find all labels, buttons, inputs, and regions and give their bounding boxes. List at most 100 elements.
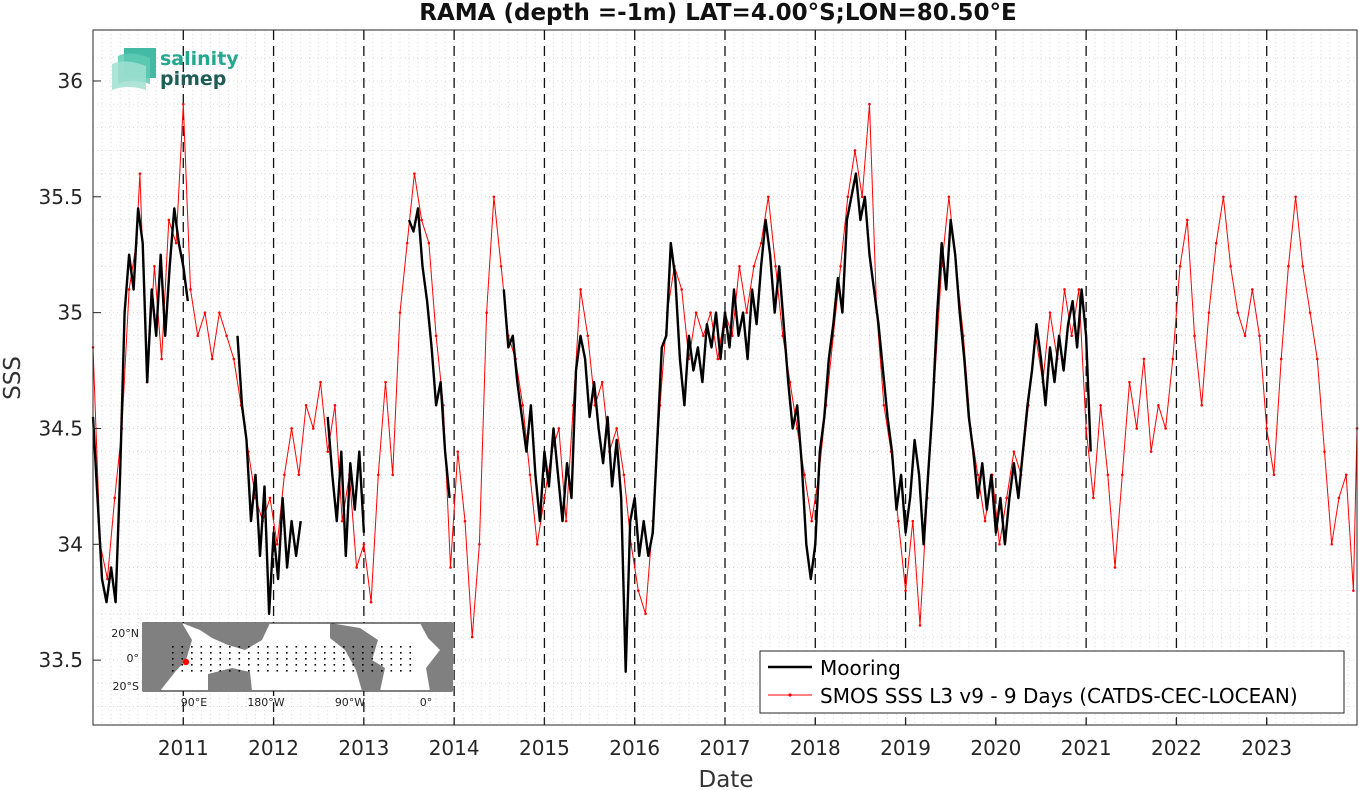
inset-buoy-dot xyxy=(248,652,250,654)
inset-buoy-dot xyxy=(295,658,298,660)
inset-buoy-dot xyxy=(248,664,250,666)
series-smos-point xyxy=(774,265,777,268)
series-smos-point xyxy=(709,311,712,314)
inset-buoy-dot xyxy=(267,658,269,660)
inset-buoy-dot xyxy=(324,664,326,666)
inset-buoy-dot xyxy=(210,652,212,654)
series-smos-point xyxy=(882,404,886,407)
series-smos-point xyxy=(839,265,842,268)
inset-land-europe-africa-east xyxy=(420,623,452,691)
inset-buoy-dot xyxy=(286,658,288,660)
inset-buoy-dot xyxy=(257,670,260,672)
inset-buoy-dot xyxy=(343,664,345,666)
inset-buoy-dot xyxy=(305,658,307,660)
series-smos-point xyxy=(557,427,561,430)
series-smos-point xyxy=(1308,311,1312,314)
series-smos-point xyxy=(492,195,496,199)
series-smos-point xyxy=(1236,311,1240,314)
inset-buoy-dot xyxy=(324,670,326,672)
y-ticks: 33.5 34 34.5 35 35.5 36 xyxy=(38,69,101,672)
inset-buoy-dot xyxy=(200,646,203,648)
series-smos-point xyxy=(803,473,806,477)
series-smos-point xyxy=(362,543,366,546)
series-smos-point xyxy=(1106,473,1110,477)
series-smos-point xyxy=(456,450,460,453)
inset-buoy-dot xyxy=(248,670,250,672)
series-smos-point xyxy=(1207,311,1211,314)
series-smos-point xyxy=(218,311,221,314)
series-smos-point xyxy=(485,311,488,314)
series-smos-point xyxy=(319,380,322,384)
series-smos-point xyxy=(1157,404,1160,407)
series-smos-point xyxy=(181,102,185,106)
series-smos-point xyxy=(340,519,344,523)
series-smos-point xyxy=(1012,450,1016,453)
series-smos-point xyxy=(564,519,568,523)
inset-buoy-dot xyxy=(371,670,374,672)
inset-buoy-dot xyxy=(181,664,184,666)
inset-buoy-dot xyxy=(200,670,203,672)
inset-buoy-dot xyxy=(343,658,345,660)
series-smos-point xyxy=(1099,404,1102,407)
x-axis-label: Date xyxy=(699,767,754,790)
series-smos-point xyxy=(904,589,907,592)
series-mooring-line xyxy=(91,207,189,604)
series-smos-point xyxy=(449,566,452,569)
logo-waves-icon xyxy=(112,48,156,90)
x-tick-label: 2017 xyxy=(700,736,751,760)
series-smos-point xyxy=(434,334,438,338)
series-smos-point xyxy=(1243,334,1247,338)
y-tick-label: 34 xyxy=(58,532,83,556)
inset-buoy-dot xyxy=(352,652,355,654)
inset-buoy-dot xyxy=(409,646,412,648)
series-smos-point xyxy=(810,519,813,523)
inset-land-asia xyxy=(182,623,270,650)
inset-buoy-dot xyxy=(248,658,250,660)
series-smos-point xyxy=(1315,357,1319,361)
inset-buoy-dot xyxy=(333,646,336,648)
inset-buoy-dot xyxy=(286,652,288,654)
inset-lat-0: 0° xyxy=(127,652,140,665)
inset-buoy-dot xyxy=(295,664,298,666)
series-smos-point xyxy=(1070,334,1073,338)
y-tick-label: 35 xyxy=(58,301,83,325)
series-smos-point xyxy=(976,473,980,477)
inset-buoy-dot xyxy=(181,652,184,654)
series-smos-point xyxy=(868,102,871,106)
inset-buoy-dot xyxy=(295,652,298,654)
series-smos-point xyxy=(543,496,546,500)
series-mooring-line xyxy=(236,335,302,615)
series-smos-point xyxy=(716,357,720,361)
inset-buoy-dot xyxy=(371,652,374,654)
inset-buoy-dot xyxy=(362,664,364,666)
inset-buoy-dot xyxy=(238,670,241,672)
series-smos-point xyxy=(1077,288,1081,291)
inset-buoy-dot xyxy=(381,670,383,672)
inset-buoy-dot xyxy=(305,664,307,666)
inset-buoy-dot xyxy=(172,652,174,654)
inset-buoy-dot xyxy=(305,670,307,672)
x-tick-label: 2014 xyxy=(429,736,480,760)
x-tick-label: 2023 xyxy=(1241,736,1292,760)
inset-buoy-dot xyxy=(219,646,222,648)
inset-buoy-dot xyxy=(295,646,298,648)
series-smos-point xyxy=(1279,357,1283,361)
series-smos-point xyxy=(1265,427,1269,430)
inset-buoy-dot xyxy=(229,664,231,666)
inset-buoy-dot xyxy=(181,670,184,672)
series-smos-point xyxy=(897,519,900,523)
series-smos-point xyxy=(275,543,279,546)
inset-buoy-dot xyxy=(172,646,174,648)
x-tick-label: 2018 xyxy=(790,736,841,760)
series-smos-point xyxy=(398,311,402,314)
series-smos-point xyxy=(1229,265,1232,268)
series-smos-point xyxy=(167,218,171,222)
series-smos-point xyxy=(579,288,582,291)
inset-buoy-dot xyxy=(238,652,241,654)
inset-buoy-dot xyxy=(400,670,402,672)
series-smos-point xyxy=(499,265,503,268)
series-smos-point xyxy=(535,543,539,546)
inset-buoy-dot xyxy=(238,658,241,660)
series-smos-point xyxy=(391,473,395,477)
